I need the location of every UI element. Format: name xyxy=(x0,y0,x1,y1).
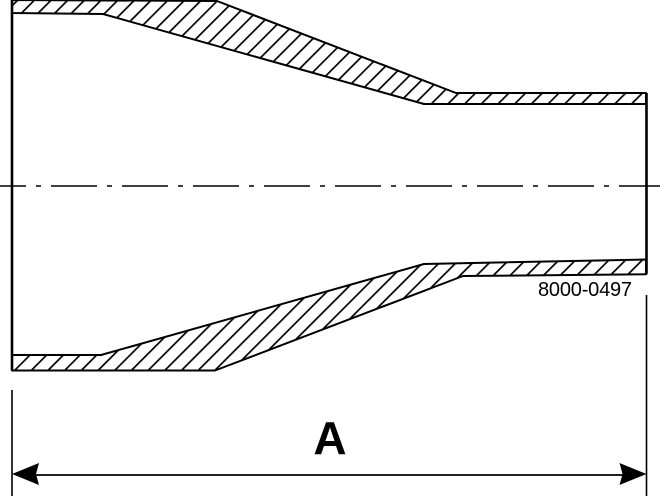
svg-text:A: A xyxy=(313,412,346,464)
svg-text:8000-0497: 8000-0497 xyxy=(538,279,632,301)
